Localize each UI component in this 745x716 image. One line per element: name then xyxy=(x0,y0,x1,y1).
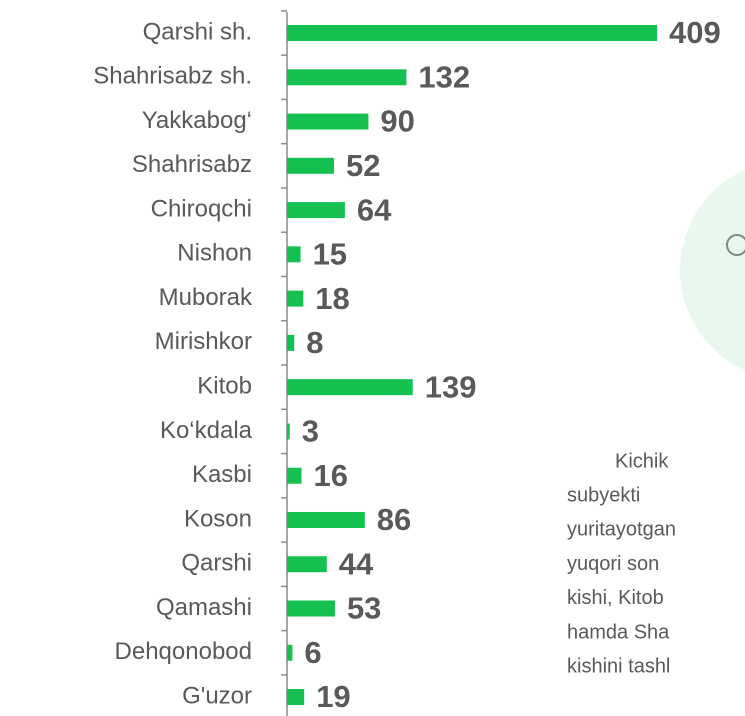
value-label: 3 xyxy=(302,414,319,449)
side-text: yuqori son xyxy=(567,553,659,575)
bar xyxy=(287,291,303,307)
category-label: Muborak xyxy=(159,284,253,311)
side-text: subyekti xyxy=(567,484,640,506)
category-label: Yakkabog‘ xyxy=(142,107,252,134)
category-label: Nishon xyxy=(177,240,252,267)
value-label: 53 xyxy=(347,591,381,626)
value-label: 6 xyxy=(304,635,321,670)
category-label: Kasbi xyxy=(192,461,252,488)
value-label: 64 xyxy=(357,192,392,227)
bar xyxy=(287,468,301,484)
side-text: Kichik xyxy=(615,450,669,472)
value-label: 132 xyxy=(418,59,470,94)
bar xyxy=(287,246,301,262)
bar xyxy=(287,158,334,174)
bar xyxy=(287,512,365,528)
value-label: 19 xyxy=(316,679,350,714)
side-text: hamda Sha xyxy=(567,621,670,643)
category-label: G'uzor xyxy=(182,682,252,709)
category-label: Koson xyxy=(184,505,252,532)
category-label: Kitob xyxy=(197,373,252,400)
value-label: 86 xyxy=(377,502,411,537)
side-text: yuritayotgan xyxy=(567,519,676,541)
value-label: 18 xyxy=(315,281,349,316)
bar xyxy=(287,202,345,218)
category-label: Shahrisabz xyxy=(132,151,252,178)
category-label: Dehqonobod xyxy=(115,638,252,665)
value-label: 90 xyxy=(380,104,414,139)
category-label: Chiroqchi xyxy=(151,195,252,222)
bar xyxy=(287,556,327,572)
bar xyxy=(287,114,368,130)
value-label: 15 xyxy=(313,237,347,272)
bar xyxy=(287,379,413,395)
bar xyxy=(287,335,294,351)
category-label: Qamashi xyxy=(156,594,252,621)
side-text: kishi, Kitob xyxy=(567,587,664,609)
decoration xyxy=(680,160,745,380)
value-label: 44 xyxy=(339,546,374,581)
category-label: Ko‘kdala xyxy=(160,417,253,444)
chart: Qarshi sh. 409 Shahrisabz sh. 132 Yakkabog‘ 9… xyxy=(0,0,745,716)
value-label: 409 xyxy=(669,15,721,50)
side-text: kishini tashl xyxy=(567,655,670,677)
category-label: Shahrisabz sh. xyxy=(93,63,252,90)
category-label: Qarshi sh. xyxy=(143,18,252,45)
value-label: 139 xyxy=(425,369,477,404)
category-label: Mirishkor xyxy=(155,328,252,355)
bar xyxy=(287,645,292,661)
bar xyxy=(287,69,406,85)
category-label: Qarshi xyxy=(181,550,252,577)
bar xyxy=(287,25,657,41)
bar xyxy=(287,601,335,617)
value-label: 52 xyxy=(346,148,380,183)
bar xyxy=(287,689,304,705)
bar xyxy=(287,423,290,439)
value-label: 8 xyxy=(306,325,323,360)
value-label: 16 xyxy=(313,458,347,493)
